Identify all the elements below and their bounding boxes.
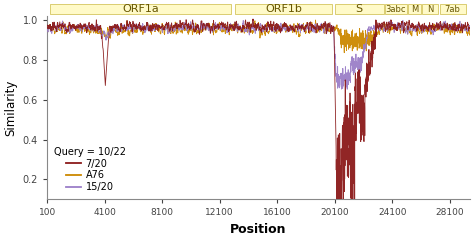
Text: ORF1a: ORF1a bbox=[122, 4, 159, 14]
Text: ORF1b: ORF1b bbox=[265, 4, 302, 14]
Text: M: M bbox=[411, 5, 418, 14]
X-axis label: Position: Position bbox=[230, 223, 287, 236]
Bar bbox=[385, 4, 407, 14]
Bar bbox=[335, 4, 383, 14]
Text: 7ab: 7ab bbox=[445, 5, 461, 14]
Bar bbox=[422, 4, 438, 14]
Legend: 7/20, A76, 15/20: 7/20, A76, 15/20 bbox=[50, 143, 130, 196]
Text: N: N bbox=[427, 5, 434, 14]
Bar bbox=[50, 4, 231, 14]
Bar bbox=[236, 4, 332, 14]
Text: S: S bbox=[356, 4, 363, 14]
Bar bbox=[440, 4, 465, 14]
Bar bbox=[408, 4, 421, 14]
Text: 3abc: 3abc bbox=[385, 5, 406, 14]
Y-axis label: Similarity: Similarity bbox=[4, 79, 17, 136]
